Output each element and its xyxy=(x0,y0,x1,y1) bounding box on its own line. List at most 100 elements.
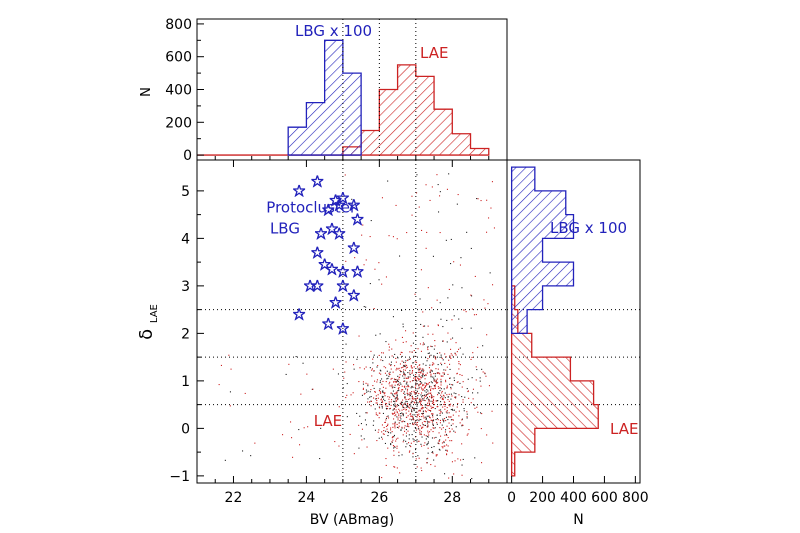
lae-point xyxy=(401,360,403,362)
lae-point xyxy=(430,405,432,407)
lae-point xyxy=(445,411,447,413)
lae-point xyxy=(370,220,372,222)
lae-point xyxy=(435,436,437,438)
lae-point xyxy=(394,384,396,386)
lae-point xyxy=(453,392,455,394)
lae-point xyxy=(431,307,433,309)
lae-point xyxy=(439,439,441,441)
lae-point xyxy=(381,383,383,385)
lae-point xyxy=(429,385,431,387)
lae-point xyxy=(431,382,433,384)
lae-point xyxy=(414,393,416,395)
right-histogram-panel: 0 200 400 600 800 N LBG x 100 LAE xyxy=(506,159,649,528)
lae-point xyxy=(367,383,369,385)
lae-point xyxy=(332,368,334,370)
lae-point xyxy=(448,422,450,424)
lae-point xyxy=(404,369,406,371)
lae-point xyxy=(417,395,419,397)
lae-point xyxy=(424,406,426,408)
lae-point xyxy=(406,382,408,384)
lae-point xyxy=(409,423,411,425)
lae-point xyxy=(448,288,450,290)
lae-point xyxy=(424,325,426,327)
lae-point xyxy=(427,352,429,354)
lae-point xyxy=(397,375,399,377)
lae-point xyxy=(388,343,390,345)
lae-point xyxy=(402,399,404,401)
lae-point xyxy=(446,385,448,387)
lae-point xyxy=(418,375,420,377)
lae-point xyxy=(466,411,468,413)
lae-point xyxy=(445,379,447,381)
lae-point xyxy=(455,396,457,398)
lae-point xyxy=(427,452,429,454)
lae-point xyxy=(402,415,404,417)
lae-point xyxy=(402,434,404,436)
lae-point xyxy=(358,424,360,426)
lae-point xyxy=(393,418,395,420)
lae-point xyxy=(444,397,446,399)
lae-point xyxy=(404,403,406,405)
lae-point xyxy=(487,303,489,305)
lae-point xyxy=(418,418,420,420)
lae-point xyxy=(433,419,435,421)
lae-point xyxy=(409,413,411,415)
lae-point xyxy=(438,443,440,445)
lae-point xyxy=(403,408,405,410)
lae-point xyxy=(440,318,442,320)
lae-point xyxy=(412,414,414,416)
lae-point xyxy=(397,398,399,400)
lae-point xyxy=(441,424,443,426)
lae-point xyxy=(442,406,444,408)
lae-point xyxy=(417,414,419,416)
lae-point xyxy=(467,390,469,392)
lae-point xyxy=(419,429,421,431)
lae-point xyxy=(426,360,428,362)
lae-point xyxy=(419,399,421,401)
lae-point xyxy=(410,365,412,367)
lae-point xyxy=(403,392,405,394)
lae-point xyxy=(403,361,405,363)
lae-point xyxy=(392,409,394,411)
lae-point xyxy=(462,458,464,460)
lae-point xyxy=(369,367,371,369)
lae-point xyxy=(224,459,226,461)
lae-point xyxy=(416,424,418,426)
lae-point xyxy=(464,396,466,398)
lae-point xyxy=(418,393,420,395)
lae-point xyxy=(459,264,461,266)
lae-point xyxy=(370,389,372,391)
lae-point xyxy=(381,197,383,199)
lae-point xyxy=(398,378,400,380)
lae-point xyxy=(436,418,438,420)
lae-point xyxy=(394,405,396,407)
lae-point xyxy=(460,257,462,259)
lae-point xyxy=(428,400,430,402)
lae-point xyxy=(363,264,365,266)
lae-point xyxy=(426,398,428,400)
lae-point xyxy=(413,366,415,368)
lae-point xyxy=(446,449,448,451)
lae-point xyxy=(425,364,427,366)
lae-point xyxy=(440,354,442,356)
lae-point xyxy=(420,381,422,383)
lae-point xyxy=(421,399,423,401)
lae-point xyxy=(453,409,455,411)
top-y-tick-label: 800 xyxy=(165,17,192,33)
lae-point xyxy=(285,373,287,375)
lae-point xyxy=(445,433,447,435)
lae-point xyxy=(430,354,432,356)
lae-point xyxy=(372,385,374,387)
lae-point xyxy=(376,440,378,442)
lae-point xyxy=(402,413,404,415)
lae-point xyxy=(420,350,422,352)
lae-point xyxy=(433,404,435,406)
lae-point xyxy=(427,402,429,404)
lae-point xyxy=(396,445,398,447)
lae-point xyxy=(404,393,406,395)
lae-point xyxy=(437,400,439,402)
lae-point xyxy=(450,398,452,400)
lae-point xyxy=(428,409,430,411)
lae-point xyxy=(291,437,293,439)
lae-point xyxy=(427,390,429,392)
